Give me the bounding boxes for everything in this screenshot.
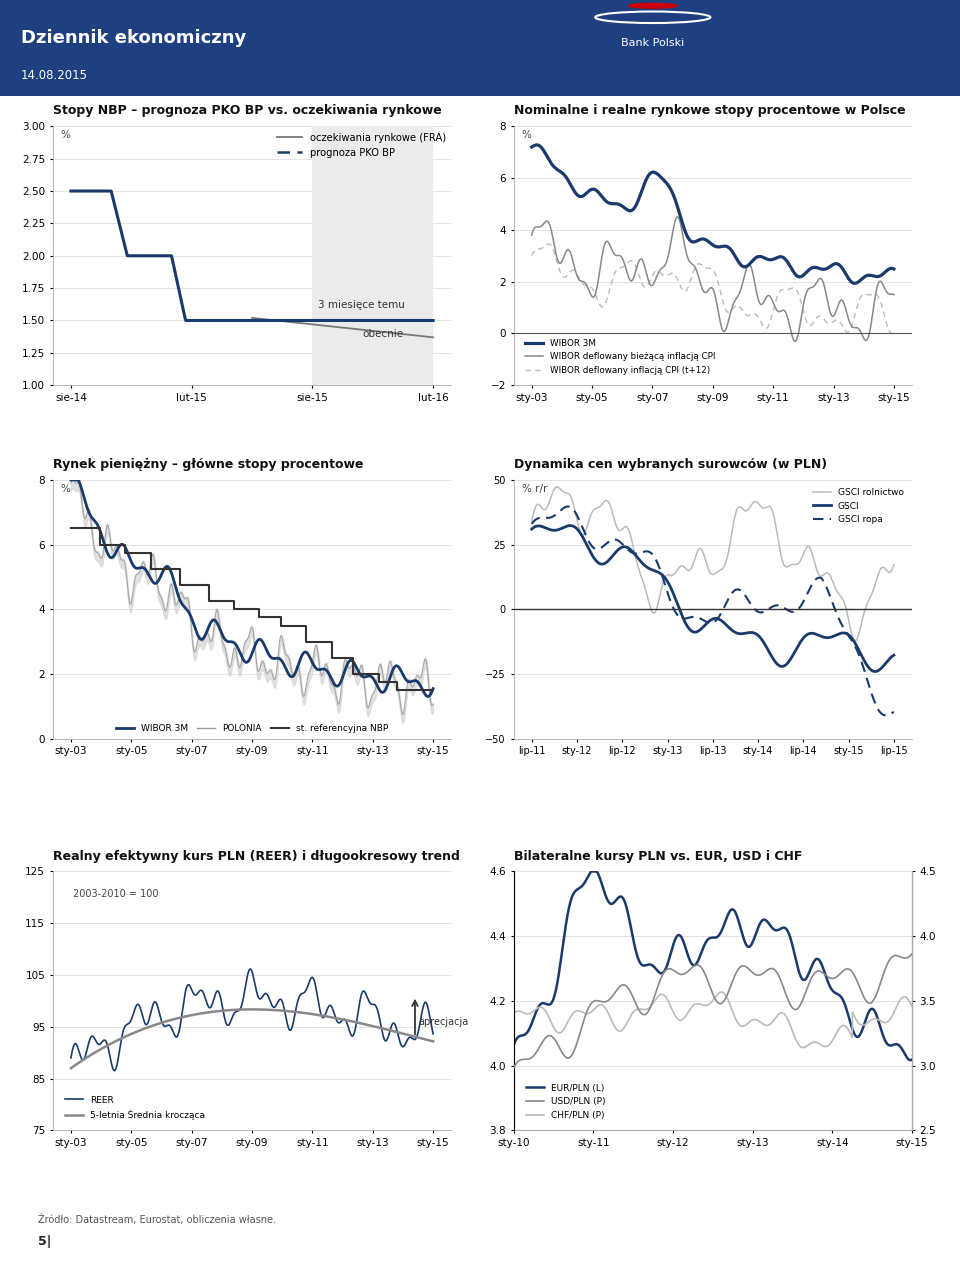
Text: aprecjacja: aprecjacja — [419, 1017, 468, 1027]
Legend: WIBOR 3M, POLONIA, st. referencyjna NBP: WIBOR 3M, POLONIA, st. referencyjna NBP — [112, 721, 392, 736]
Text: Dziennik ekonomiczny: Dziennik ekonomiczny — [21, 29, 247, 47]
Legend: EUR/PLN (L), USD/PLN (P), CHF/PLN (P): EUR/PLN (L), USD/PLN (P), CHF/PLN (P) — [522, 1080, 609, 1123]
Text: Dynamika cen wybranych surowców (w PLN): Dynamika cen wybranych surowców (w PLN) — [514, 458, 827, 471]
Bar — [312, 126, 433, 385]
Text: Realny efektywny kurs PLN (REER) i długookresowy trend: Realny efektywny kurs PLN (REER) i długo… — [53, 850, 460, 863]
Legend: GSCI rolnictwo, GSCI, GSCI ropa: GSCI rolnictwo, GSCI, GSCI ropa — [809, 485, 907, 528]
Text: Bilateralne kursy PLN vs. EUR, USD i CHF: Bilateralne kursy PLN vs. EUR, USD i CHF — [514, 850, 802, 863]
Text: %: % — [60, 484, 71, 494]
Text: obecnie: obecnie — [363, 330, 404, 340]
Text: 3 miesięce temu: 3 miesięce temu — [319, 299, 405, 309]
Circle shape — [629, 4, 677, 8]
Legend: oczekiwania rynkowe (FRA), prognoza PKO BP: oczekiwania rynkowe (FRA), prognoza PKO … — [273, 129, 450, 162]
Text: %: % — [60, 130, 71, 140]
Text: Stopy NBP – prognoza PKO BP vs. oczekiwania rynkowe: Stopy NBP – prognoza PKO BP vs. oczekiwa… — [53, 105, 442, 117]
Text: Bank Polski: Bank Polski — [621, 38, 684, 48]
Text: 14.08.2015: 14.08.2015 — [21, 69, 88, 82]
Text: % r/r: % r/r — [521, 484, 547, 494]
Text: Rynek pieniężny – główne stopy procentowe: Rynek pieniężny – główne stopy procentow… — [53, 458, 363, 471]
Text: Nominalne i realne rynkowe stopy procentowe w Polsce: Nominalne i realne rynkowe stopy procent… — [514, 105, 905, 117]
Text: 5|: 5| — [38, 1235, 52, 1248]
Text: Źródło: Datastream, Eurostat, obliczenia własne.: Źródło: Datastream, Eurostat, obliczenia… — [38, 1214, 276, 1225]
Legend: REER, 5-letnia Średnia krocząca: REER, 5-letnia Średnia krocząca — [61, 1092, 208, 1123]
Text: %: % — [521, 130, 532, 140]
Legend: WIBOR 3M, WIBOR deflowany bieżącą inflacją CPI, WIBOR deflowany inflacją CPI (t+: WIBOR 3M, WIBOR deflowany bieżącą inflac… — [522, 336, 719, 378]
Text: 2003-2010 = 100: 2003-2010 = 100 — [73, 889, 158, 899]
